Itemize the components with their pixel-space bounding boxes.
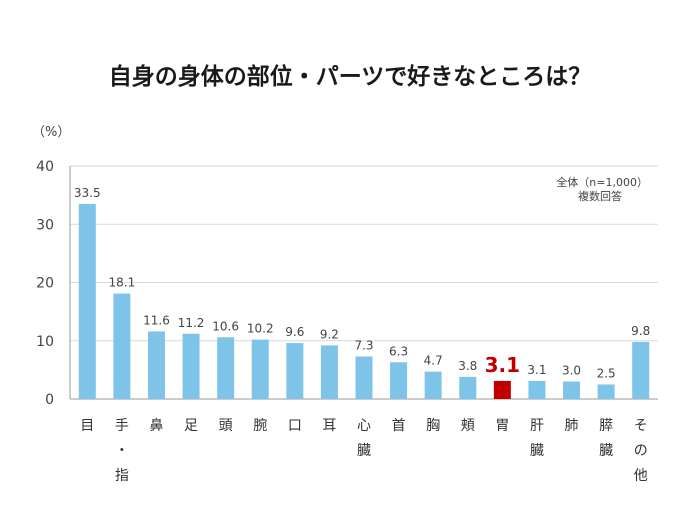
x-category-label: 臓 [357,443,371,459]
x-category-label: 腕 [253,418,267,434]
x-category-label: 首 [392,418,406,434]
data-label: 11.2 [178,316,205,330]
bar [563,381,581,399]
x-category-label: 他 [634,468,648,484]
x-category-label: の [634,443,648,459]
data-label: 9.2 [320,327,339,341]
x-category-label: 胃 [495,418,509,434]
x-category-label: 臓 [530,443,544,459]
x-category-label: 臓 [599,443,613,459]
bar [78,203,96,399]
data-label: 2.5 [597,366,616,380]
data-label: 18.1 [109,276,136,290]
y-tick-label: 20 [36,276,54,292]
y-tick-label: 30 [36,217,54,233]
x-category-label: 足 [184,418,198,434]
data-label: 3.1 [527,363,546,377]
data-label: 11.6 [143,313,170,327]
bar [251,339,269,399]
bar [355,356,373,399]
data-label: 3.1 [485,353,520,377]
x-category-label: 指 [115,468,129,484]
data-label: 10.2 [247,322,274,336]
x-category-label: 目 [80,418,94,434]
x-category-label: 肝 [530,418,544,434]
value-labels: 33.5 18.1 11.6 11.2 10.6 10.2 9.6 9.2 7.3 6.3 4.7 3… [74,186,650,381]
x-category-label: そ [634,418,648,434]
data-label: 4.7 [424,354,443,368]
bar [528,380,546,399]
bar [320,345,338,399]
x-category-label: 口 [288,418,302,434]
bar [182,333,200,399]
data-label: 6.3 [389,344,408,358]
data-label: 3.8 [458,359,477,373]
bar [424,371,442,399]
note-line-2: 複数回答 [578,189,622,203]
chart-title: 自身の身体の部位・パーツで好きなところは？ [109,63,592,90]
x-category-label: 手 [115,418,129,434]
x-category-label: 胸 [426,418,440,434]
x-category-label: 頭 [219,418,233,434]
bar [113,293,131,399]
note: 全体（n=1,000） 複数回答 [556,175,648,203]
x-category-label: 肺 [565,418,579,434]
bar [459,376,477,399]
y-tick-label: 40 [36,159,54,175]
note-line-1: 全体（n=1,000） [556,175,648,189]
x-category-label: ・ [115,443,129,459]
x-category-label: 心 [357,418,371,434]
bar [286,343,304,399]
x-category-label: 耳 [322,418,336,434]
bar [390,362,408,399]
y-ticks: 0 10 20 30 40 [36,159,54,408]
x-category-label: 頬 [461,418,475,434]
data-label: 10.6 [212,319,239,333]
bar [632,341,650,399]
data-label: 9.6 [285,325,304,339]
bar [597,384,615,399]
x-category-label: 鼻 [149,417,163,434]
x-category-label: 膵 [599,418,613,434]
y-tick-label: 0 [45,392,54,408]
data-label: 3.0 [562,364,581,378]
bar [493,380,511,399]
x-categories: 目手・指鼻足頭腕口耳心臓首胸頬胃肝臓肺 膵臓その他 [80,417,647,484]
bars [78,203,650,399]
bar [217,337,235,399]
data-label: 7.3 [354,338,373,352]
y-tick-label: 10 [36,334,54,350]
bar [147,331,165,399]
grid [69,165,658,400]
y-axis-unit: （%） [32,125,70,140]
data-label: 9.8 [631,324,650,338]
data-label: 33.5 [74,186,101,200]
